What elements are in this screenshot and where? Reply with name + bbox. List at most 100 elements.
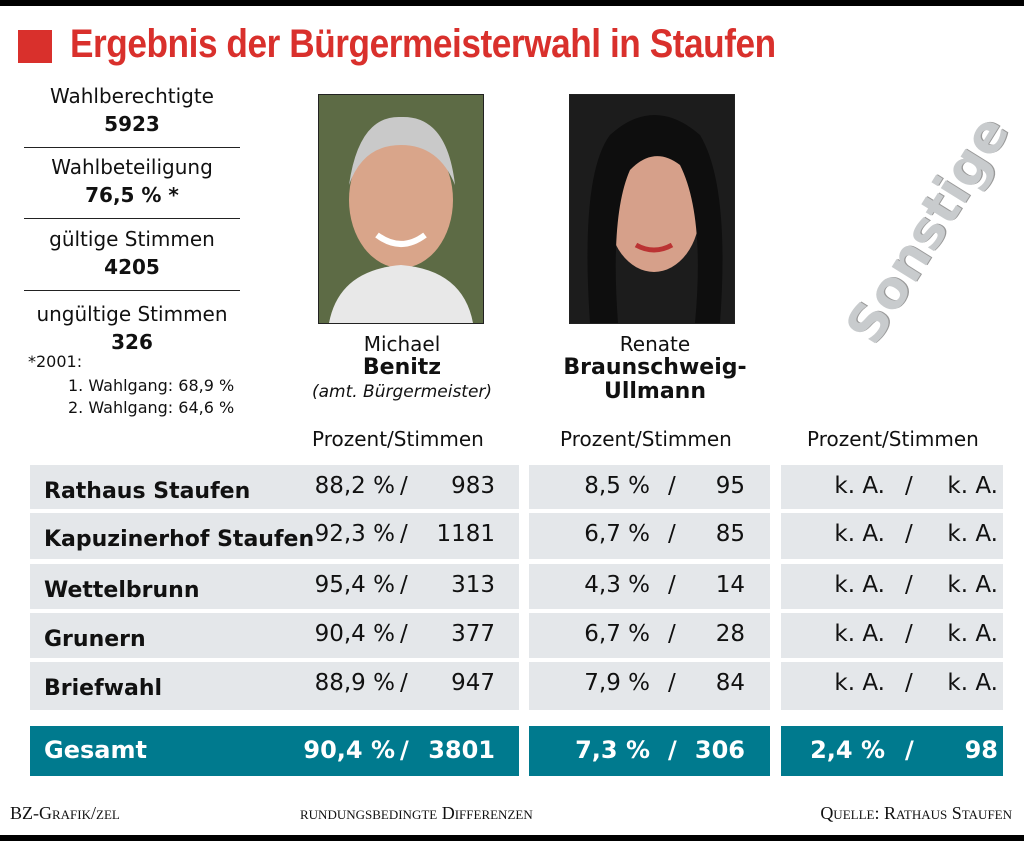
percent-value: 92,3 % — [314, 521, 395, 547]
row-cell-bg — [30, 513, 519, 559]
separator: / — [400, 621, 408, 647]
percent-value: 88,9 % — [314, 670, 395, 696]
votes-value: 947 — [451, 670, 495, 696]
row-label: Grunern — [44, 627, 146, 652]
divider — [24, 218, 240, 219]
separator: / — [905, 621, 913, 647]
footnote-head: *2001: — [28, 352, 83, 371]
footnote-line: 1. Wahlgang: 68,9 % — [68, 376, 235, 395]
total-cell-bg — [529, 726, 770, 776]
row-cell-bg — [781, 564, 1003, 609]
percent-value: 8,5 % — [584, 473, 650, 499]
top-border — [0, 0, 1024, 6]
votes-value: 84 — [715, 670, 745, 696]
row-cell-bg — [529, 613, 770, 658]
percent-value: 90,4 % — [314, 621, 395, 647]
votes-value: k. A. — [947, 621, 998, 647]
separator: / — [400, 521, 408, 547]
candidate-photo-benitz — [318, 94, 484, 324]
separator: / — [668, 670, 676, 696]
separator: / — [668, 572, 676, 598]
footer-source: Quelle: Rathaus Staufen — [820, 803, 1012, 823]
title-square-icon — [18, 30, 52, 63]
percent-value: 90,4 % — [303, 736, 395, 764]
percent-value: k. A. — [834, 521, 885, 547]
percent-value: 88,2 % — [314, 473, 395, 499]
footer-note: rundungsbedingte Differenzen — [300, 803, 533, 823]
row-cell-bg — [781, 613, 1003, 658]
stat-wahlbeteiligung: Wahlbeteiligung 76,5 % * — [51, 155, 213, 207]
separator: / — [668, 473, 676, 499]
row-label: Kapuzinerhof Staufen — [44, 527, 315, 552]
stat-wahlberechtigte: Wahlberechtigte 5923 — [50, 84, 214, 136]
row-cell-bg — [781, 662, 1003, 710]
votes-value: k. A. — [947, 473, 998, 499]
row-label: Wettelbrunn — [44, 578, 200, 603]
separator: / — [668, 521, 676, 547]
votes-value: 95 — [715, 473, 745, 499]
percent-value: 7,9 % — [584, 670, 650, 696]
votes-value: k. A. — [947, 521, 998, 547]
separator: / — [905, 572, 913, 598]
percent-value: 6,7 % — [584, 521, 650, 547]
votes-value: k. A. — [947, 670, 998, 696]
separator: / — [905, 670, 913, 696]
row-cell-bg — [529, 513, 770, 559]
row-cell-bg — [781, 513, 1003, 559]
row-cell-bg — [529, 465, 770, 509]
stat-ungueltige: ungültige Stimmen 326 — [36, 302, 228, 354]
column-header: Prozent/Stimmen — [312, 427, 484, 451]
row-cell-bg — [529, 564, 770, 609]
votes-value: 306 — [694, 736, 745, 764]
percent-value: k. A. — [834, 572, 885, 598]
total-label: Gesamt — [44, 736, 147, 764]
row-cell-bg — [30, 613, 519, 658]
separator: / — [905, 521, 913, 547]
stat-gueltige: gültige Stimmen 4205 — [49, 227, 215, 279]
row-cell-bg — [529, 662, 770, 710]
votes-value: 3801 — [428, 736, 495, 764]
divider — [24, 290, 240, 291]
total-cell-bg — [30, 726, 519, 776]
bottom-border — [0, 835, 1024, 841]
total-cell-bg — [781, 726, 1003, 776]
separator: / — [668, 621, 676, 647]
votes-value: 14 — [715, 572, 745, 598]
percent-value: 6,7 % — [584, 621, 650, 647]
percent-value: k. A. — [834, 473, 885, 499]
candidate-name-benitz: Michael Benitz (amt. Bürgermeister) — [311, 332, 493, 402]
votes-value: 1181 — [436, 521, 495, 547]
row-cell-bg — [781, 465, 1003, 509]
percent-value: k. A. — [834, 670, 885, 696]
divider — [24, 147, 240, 148]
row-label: Rathaus Staufen — [44, 479, 251, 504]
votes-value: 377 — [451, 621, 495, 647]
separator: / — [668, 736, 677, 764]
candidate-name-braunschweig-ullmann: Renate Braunschweig- Ullmann — [563, 332, 747, 404]
row-cell-bg — [30, 465, 519, 509]
column-header: Prozent/Stimmen — [807, 427, 979, 451]
votes-value: 85 — [715, 521, 745, 547]
separator: / — [400, 473, 408, 499]
percent-value: 2,4 % — [810, 736, 885, 764]
votes-value: k. A. — [947, 572, 998, 598]
footer-credit: BZ-Grafik/zel — [10, 803, 120, 823]
others-label: Sonstige — [834, 105, 1022, 355]
row-cell-bg — [30, 564, 519, 609]
separator: / — [400, 572, 408, 598]
footnote-line: 2. Wahlgang: 64,6 % — [68, 398, 235, 417]
percent-value: 95,4 % — [314, 572, 395, 598]
row-cell-bg — [30, 662, 519, 710]
candidate-photo-braunschweig-ullmann — [569, 94, 735, 324]
separator: / — [905, 736, 914, 764]
votes-value: 98 — [964, 736, 998, 764]
page-title: Ergebnis der Bürgermeisterwahl in Staufe… — [70, 22, 776, 66]
row-label: Briefwahl — [44, 676, 163, 701]
separator: / — [400, 670, 408, 696]
percent-value: 4,3 % — [584, 572, 650, 598]
separator: / — [905, 473, 913, 499]
separator: / — [400, 736, 409, 764]
column-header: Prozent/Stimmen — [560, 427, 732, 451]
percent-value: 7,3 % — [575, 736, 650, 764]
votes-value: 28 — [715, 621, 745, 647]
